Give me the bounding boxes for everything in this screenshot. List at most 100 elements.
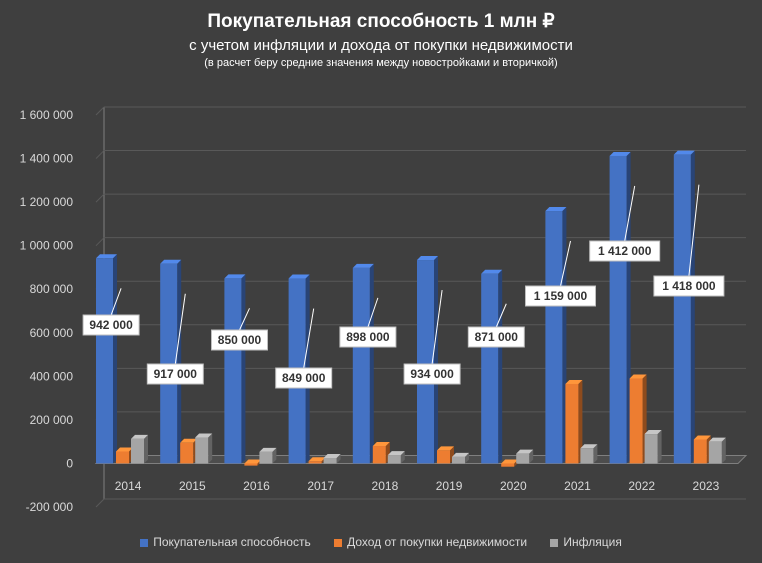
data-label: 917 000 [154,367,198,381]
data-label: 1 159 000 [534,289,588,303]
bar [644,434,658,464]
legend-label: Покупательная способность [153,535,311,549]
bar-side [113,254,117,464]
y-tick-label: -200 000 [26,500,74,514]
bar [372,446,386,464]
bar-top [609,151,631,156]
bar-top [195,433,213,438]
bar-top [160,259,182,264]
bar-top [565,379,583,384]
bar-top [437,446,454,451]
data-label: 934 000 [410,367,454,381]
data-label: 1 418 000 [662,279,716,293]
x-tick-label: 2021 [564,479,591,493]
bar-side [498,269,503,464]
legend-item-purchasing-power: Покупательная способность [140,535,311,549]
data-label-leader [239,308,250,331]
bar-top [673,150,695,155]
y-tick-label: 800 000 [30,282,74,296]
data-label-box [339,326,397,348]
bar [417,260,434,464]
x-tick-label: 2020 [500,479,527,493]
y-tick-label: 1 000 000 [20,239,74,253]
data-label: 942 000 [89,318,133,332]
bar-top [629,374,647,379]
x-tick-label: 2017 [307,479,334,493]
bar-side [529,449,534,464]
legend-label: Инфляция [563,535,622,549]
legend-label: Доход от покупки недвижимости [347,535,528,549]
data-label-box [653,275,725,297]
x-tick-label: 2014 [115,479,142,493]
bar [565,383,579,464]
bar-side [241,274,246,464]
gridline-side [95,106,105,116]
bar [244,463,258,466]
y-tick-label: 400 000 [30,369,74,383]
legend-swatch-orange [334,538,343,547]
gridline-side [95,237,105,247]
legend-swatch-gray [550,538,559,547]
bar-side [721,437,726,464]
bar-top [372,442,390,447]
x-tick-label: 2022 [628,479,655,493]
bar-top [580,444,598,449]
bar [516,453,530,464]
bar-side [593,444,598,464]
bar [224,278,242,464]
title-block: Покупательная способность 1 млн ₽ с учет… [0,10,762,69]
chart-title: Покупательная способность 1 млн ₽ [207,11,555,32]
y-tick-label: 1 600 000 [20,108,74,122]
data-label-leader [174,293,186,365]
bar-top [417,256,438,261]
data-label-box [589,240,661,262]
bar [452,456,465,464]
bar [131,438,144,464]
bar [323,458,337,464]
data-label-leader [495,303,507,328]
bar [545,211,563,464]
bar [708,441,722,464]
bar-top [259,447,277,452]
bar [352,267,370,464]
bar-side [465,452,469,464]
y-tick-label: 600 000 [30,326,74,340]
bar [96,258,113,464]
bar [308,461,322,464]
data-label: 850 000 [218,333,262,347]
bar [693,439,707,464]
bar-side [578,379,583,464]
data-label-leader [303,308,315,369]
bar-top [516,449,534,454]
bar-top [708,437,726,442]
bar-top [644,430,662,435]
bar-side [336,454,341,464]
bar-top [180,438,198,443]
bar-top [116,447,133,452]
bar-top [244,459,262,464]
bar-top [308,457,326,462]
bar-top [288,274,310,279]
bar-side [177,259,182,464]
gridline-side [95,498,105,508]
data-label: 1 412 000 [598,244,652,258]
chart-subtitle: с учетом инфляции и дохода от покупки не… [189,37,573,54]
bar [195,437,209,464]
bar-side [208,433,213,464]
bar-side [657,430,662,464]
data-label-box [525,285,596,307]
bar [116,451,129,464]
data-label-leader [624,185,636,242]
data-label-box [467,326,525,348]
y-tick-label: 200 000 [30,413,74,427]
legend: Покупательная способность Доход от покуп… [0,535,762,549]
legend-item-realty-income: Доход от покупки недвижимости [334,535,527,549]
data-label: 871 000 [475,330,519,344]
bar [580,448,594,464]
data-label-box [275,367,333,389]
legend-item-inflation: Инфляция [550,535,622,549]
chart-subtitle-note: (в расчет беру средние значения между но… [204,57,558,69]
bar [629,378,643,464]
data-label: 898 000 [346,330,390,344]
